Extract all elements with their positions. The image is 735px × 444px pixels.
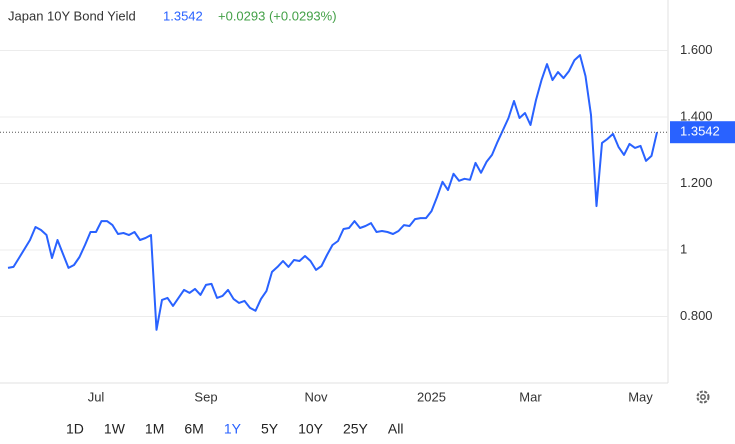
last-price: 1.3542 [163,8,203,23]
x-tick-label: May [628,389,653,404]
range-button[interactable]: 1Y [224,421,242,437]
x-tick-label: 2025 [417,389,446,404]
settings-icon[interactable] [696,390,710,404]
range-button[interactable]: 10Y [298,421,324,437]
price-line [7,54,658,331]
range-button[interactable]: 1W [104,421,126,437]
x-tick-label: Jul [88,389,105,404]
y-tick-label: 1.200 [680,175,713,190]
range-button[interactable]: 5Y [261,421,279,437]
y-tick-label: 0.800 [680,308,713,323]
range-button[interactable]: 1D [66,421,84,437]
price-change: +0.0293 (+0.0293%) [218,8,337,23]
y-tick-label: 1.400 [680,108,713,123]
x-tick-label: Mar [519,389,542,404]
last-price-label: 1.3542 [680,124,720,139]
y-tick-label: 1.600 [680,42,713,57]
x-tick-label: Nov [304,389,328,404]
y-tick-label: 1 [680,241,687,256]
range-button[interactable]: 1M [145,421,164,437]
range-button[interactable]: All [388,421,404,437]
last-price-box [670,121,735,144]
range-button[interactable]: 25Y [343,421,369,437]
chart-title: Japan 10Y Bond Yield [8,8,136,23]
range-button[interactable]: 6M [184,421,203,437]
x-tick-label: Sep [194,389,217,404]
